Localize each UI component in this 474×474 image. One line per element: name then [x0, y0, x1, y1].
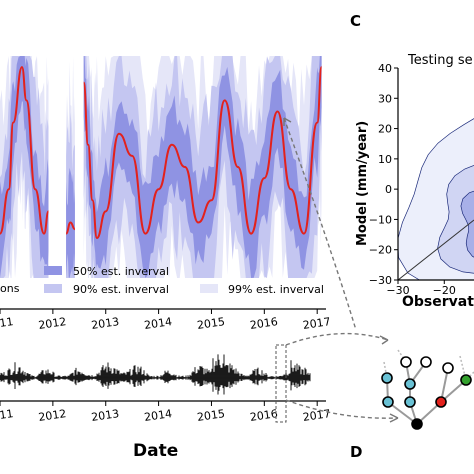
- tree-node: [460, 374, 472, 386]
- c-y-tick-label: −20: [369, 244, 392, 257]
- legend-swatch-50: [44, 266, 62, 275]
- panel-c-y-label: Model (mm/year): [355, 121, 370, 246]
- tree-node: [404, 396, 416, 408]
- legend-swatch-99: [200, 284, 218, 293]
- observation-lines: [0, 66, 323, 240]
- x-tick-label: 2017: [302, 315, 332, 332]
- x-tick-label: 2012: [38, 315, 68, 332]
- top-x-ticks: 2011 2012 2013 2014 2015 2016 2017: [0, 309, 331, 332]
- tree-node: [382, 396, 394, 408]
- tree-edge: [387, 401, 418, 425]
- legend-truncated-label: ons: [0, 282, 20, 295]
- c-x-tick-label: −30: [386, 284, 409, 297]
- x-tick-label: 2015: [196, 407, 226, 424]
- panel-label-c: C: [350, 12, 361, 30]
- band-2-segment-0: [0, 56, 49, 278]
- legend-label-99: 99% est. inverval: [228, 283, 324, 296]
- x-tick-label: 2013: [90, 315, 120, 332]
- zoom-box: [275, 344, 287, 423]
- tree-diagram: [381, 349, 474, 430]
- band-2-segment-2: [83, 56, 322, 278]
- tree-node: [435, 396, 447, 408]
- x-tick-label: 2016: [249, 315, 279, 332]
- c-y-tick-label: −30: [369, 274, 392, 287]
- connector-arrows: [283, 117, 399, 423]
- bottom-x-label: Date: [133, 441, 178, 461]
- c-y-tick-label: 40: [378, 62, 392, 75]
- red-series-0: [0, 66, 50, 235]
- x-tick-label: 2014: [143, 407, 173, 424]
- noise-trace: [0, 354, 311, 395]
- legend-label-50: 50% est. inverval: [73, 265, 169, 278]
- bottom-panel: 2011 2012 2013 2014 2015 2016 2017 Date: [0, 344, 331, 461]
- contour-level-2: [460, 190, 474, 258]
- contour-level-1: [437, 164, 474, 274]
- panel-c-y-ticks: 40 30 20 10 0 −10 −20 −30: [369, 62, 398, 287]
- bottom-x-ticks: 2011 2012 2013 2014 2015 2016 2017: [0, 401, 331, 424]
- one-to-one-line: [398, 219, 474, 280]
- tree-dangling-edges: [383, 349, 474, 381]
- interval-bands: [0, 56, 322, 278]
- tree-node: [420, 356, 432, 368]
- x-tick-label: 2011: [0, 407, 14, 424]
- x-tick-label: 2014: [143, 315, 173, 332]
- density-contours: [398, 118, 474, 280]
- bottom-series: [0, 354, 311, 395]
- legend: ons 50% est. inverval 90% est. inverval …: [0, 265, 324, 296]
- top-panel: ons 50% est. inverval 90% est. inverval …: [0, 56, 331, 332]
- c-y-tick-label: 30: [378, 92, 392, 105]
- panel-label-d: D: [350, 443, 362, 461]
- x-tick-label: 2011: [0, 315, 14, 332]
- x-tick-label: 2013: [90, 407, 120, 424]
- panel-c-x-label: Observat: [402, 294, 474, 310]
- x-tick-label: 2016: [249, 407, 279, 424]
- x-tick-label: 2017: [302, 407, 332, 424]
- panel-c: C Testing se 40 30 20 10 0 −10 −20 −30 −30 −20 −1…: [350, 12, 474, 310]
- c-y-tick-label: 20: [378, 123, 392, 136]
- x-tick-label: 2015: [196, 315, 226, 332]
- c-y-tick-label: 0: [385, 183, 392, 196]
- tree-node: [381, 372, 393, 384]
- red-series-1: [65, 221, 76, 235]
- tree-node: [400, 356, 412, 368]
- legend-swatch-90: [44, 284, 62, 293]
- tree-root-node: [412, 419, 422, 429]
- tree-node: [404, 378, 416, 390]
- red-series-2: [82, 66, 323, 240]
- panel-c-title: Testing se: [407, 53, 473, 68]
- panel-c-x-ticks: −30−20−10: [386, 280, 456, 297]
- tree-node: [442, 362, 454, 374]
- c-y-tick-label: 10: [378, 153, 392, 166]
- c-y-tick-label: −10: [369, 213, 392, 226]
- x-tick-label: 2012: [38, 407, 68, 424]
- legend-label-90: 90% est. inverval: [73, 283, 169, 296]
- c-x-tick-label: −20: [433, 284, 456, 297]
